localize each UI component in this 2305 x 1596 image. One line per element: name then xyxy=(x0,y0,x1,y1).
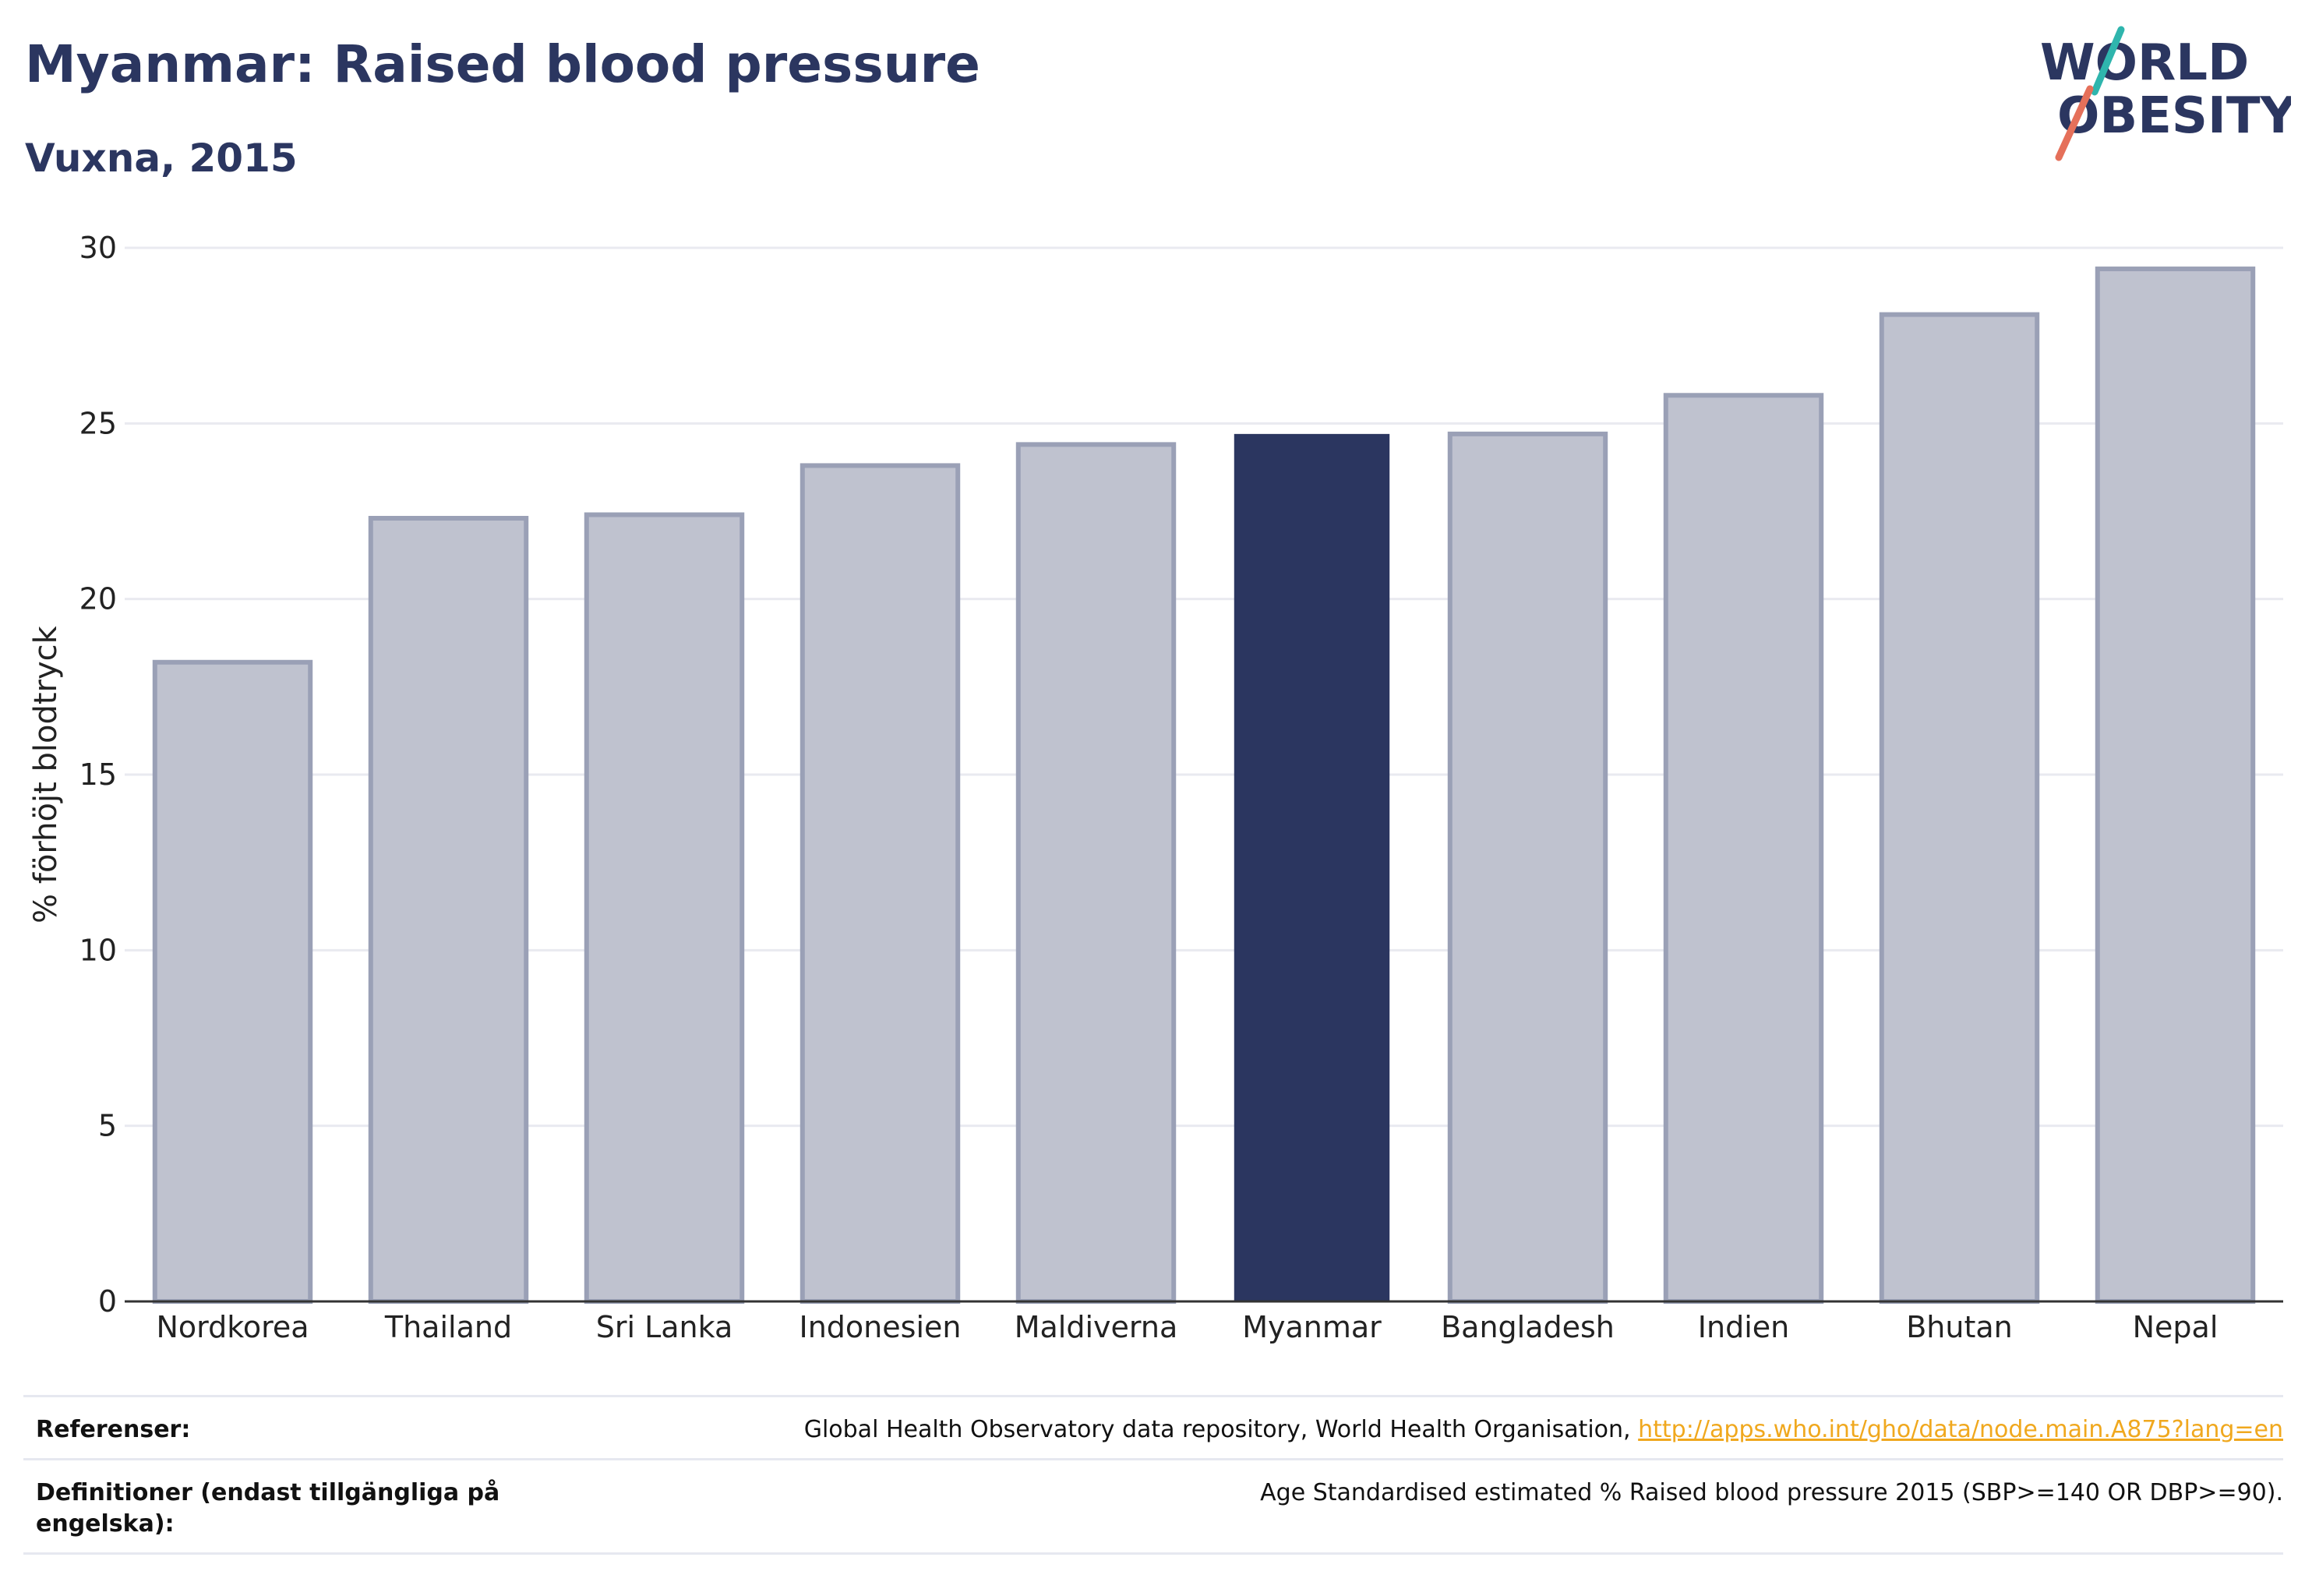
references-text: Global Health Observatory data repositor… xyxy=(803,1416,1631,1443)
bar-indonesien xyxy=(800,463,961,1304)
y-tick-label: 10 xyxy=(79,933,117,967)
y-tick-label: 25 xyxy=(79,406,117,440)
bar-myanmar xyxy=(1234,433,1390,1302)
x-category-label: Myanmar xyxy=(1242,1310,1382,1344)
chart-title: Myanmar: Raised blood pressure xyxy=(25,34,980,94)
logo-text-world: WORLD xyxy=(2040,34,2249,92)
references-value: Global Health Observatory data repositor… xyxy=(804,1414,2283,1446)
bar-thailand xyxy=(368,516,529,1304)
x-category-label: Sri Lanka xyxy=(596,1310,733,1344)
bars xyxy=(152,267,2256,1305)
y-tick-label: 30 xyxy=(79,231,117,265)
x-category-label: Nordkorea xyxy=(156,1310,309,1344)
bar-bhutan xyxy=(1879,312,2040,1304)
x-category-labels: Nordkorea Thailand Sri Lanka Indonesien Mald… xyxy=(156,1310,2218,1344)
logo-text-obesity: OBESITY xyxy=(2057,87,2291,145)
bar-indien xyxy=(1663,393,1824,1304)
y-axis-title: % förhöjt blodtryck xyxy=(28,625,64,923)
references-link[interactable]: http://apps.who.int/gho/data/node.main.A… xyxy=(1638,1416,2283,1443)
x-category-label: Bhutan xyxy=(1906,1310,2013,1344)
x-category-label: Indonesien xyxy=(800,1310,962,1344)
y-tick-label: 15 xyxy=(79,757,117,792)
bar-bangladesh xyxy=(1447,431,1608,1304)
references-row: Referenser: Global Health Observatory da… xyxy=(23,1395,2283,1458)
bar-sri-lanka xyxy=(584,512,745,1304)
bar-chart: 0 5 10 15 20 25 30 Nordkorea Thailand Sri Lanka I… xyxy=(28,231,2283,1344)
x-category-label: Bangladesh xyxy=(1441,1310,1615,1344)
y-tick-labels: 0 5 10 15 20 25 30 xyxy=(79,231,117,1319)
definitions-value: Age Standardised estimated % Raised bloo… xyxy=(1260,1479,2283,1506)
y-tick-label: 0 xyxy=(98,1284,117,1319)
logo-slash-coral xyxy=(2055,85,2094,161)
references-label: Referenser: xyxy=(36,1416,191,1443)
logo-slash-teal xyxy=(2091,26,2125,96)
footer-table: Referenser: Global Health Observatory da… xyxy=(23,1395,2283,1555)
definitions-label: Definitioner (endast tillgängliga på eng… xyxy=(36,1479,500,1538)
chart-subtitle: Vuxna, 2015 xyxy=(25,136,298,181)
bar-maldiverna xyxy=(1015,442,1177,1305)
x-category-label: Maldiverna xyxy=(1015,1310,1178,1344)
y-tick-label: 20 xyxy=(79,582,117,616)
x-category-label: Nepal xyxy=(2133,1310,2219,1344)
definitions-row: Definitioner (endast tillgängliga på eng… xyxy=(23,1458,2283,1555)
x-category-label: Indien xyxy=(1698,1310,1789,1344)
x-category-label: Thailand xyxy=(384,1310,512,1344)
bar-nordkorea xyxy=(152,659,313,1304)
bar-nepal xyxy=(2095,267,2256,1304)
world-obesity-logo: WORLD OBESITY xyxy=(2040,26,2291,161)
y-tick-label: 5 xyxy=(98,1109,117,1143)
